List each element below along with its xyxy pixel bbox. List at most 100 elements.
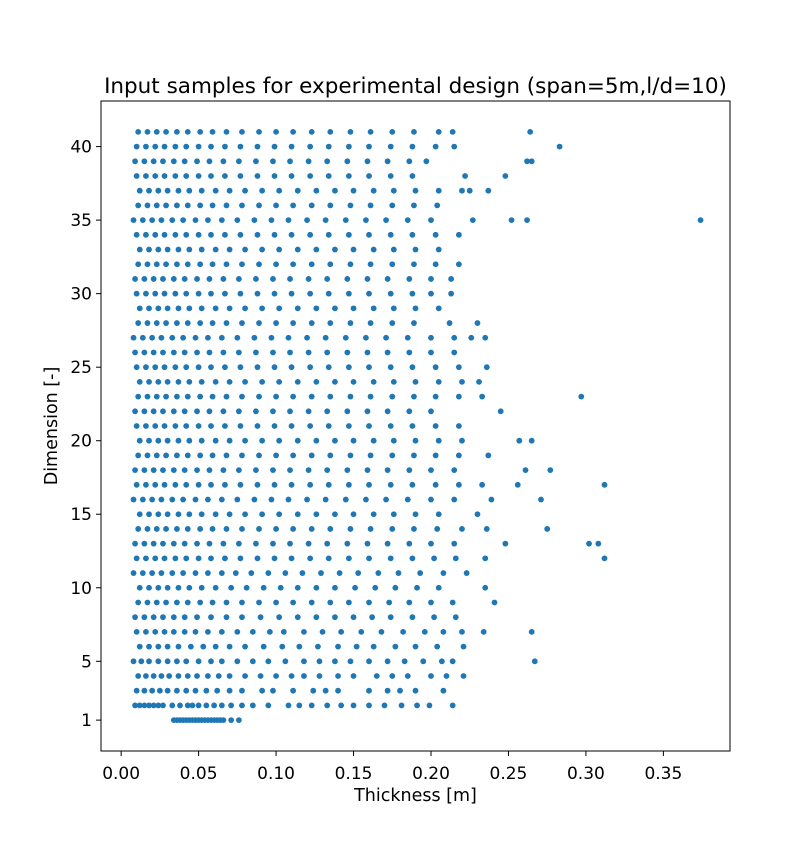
data-point bbox=[595, 540, 602, 547]
data-point bbox=[290, 687, 297, 694]
data-point bbox=[209, 526, 216, 532]
data-point bbox=[287, 276, 293, 282]
plot-area-frame bbox=[100, 100, 731, 752]
data-point bbox=[485, 452, 492, 459]
data-point bbox=[455, 423, 462, 429]
data-point bbox=[276, 378, 283, 385]
data-point bbox=[206, 276, 213, 282]
data-point bbox=[327, 526, 334, 532]
data-point bbox=[133, 481, 140, 488]
data-point bbox=[150, 276, 157, 282]
data-point bbox=[181, 540, 188, 547]
data-point bbox=[156, 687, 163, 694]
data-point bbox=[206, 467, 213, 474]
x-tick-label: 0.15 bbox=[335, 764, 373, 784]
y-tick-label: 5 bbox=[81, 652, 92, 672]
data-point bbox=[288, 364, 295, 371]
data-point bbox=[160, 276, 166, 282]
data-point bbox=[350, 511, 357, 518]
data-point bbox=[135, 526, 142, 532]
data-point bbox=[455, 393, 462, 400]
data-point bbox=[135, 393, 142, 400]
data-point bbox=[287, 349, 293, 356]
data-point bbox=[242, 305, 248, 312]
data-point bbox=[285, 217, 292, 224]
data-point bbox=[438, 658, 445, 665]
data-point bbox=[290, 261, 297, 268]
data-point bbox=[347, 202, 354, 209]
data-point bbox=[206, 408, 213, 415]
data-point bbox=[308, 526, 315, 532]
data-point bbox=[184, 599, 191, 606]
data-point bbox=[184, 702, 191, 709]
data-point bbox=[209, 393, 216, 400]
data-point bbox=[160, 158, 166, 165]
data-point bbox=[150, 673, 157, 679]
data-point bbox=[226, 643, 233, 650]
data-point bbox=[253, 408, 259, 415]
data-point bbox=[150, 540, 157, 547]
data-point bbox=[200, 643, 207, 650]
data-point bbox=[307, 231, 314, 238]
data-point bbox=[155, 437, 162, 444]
data-point bbox=[381, 702, 388, 709]
data-point bbox=[149, 334, 156, 341]
data-point bbox=[282, 570, 289, 576]
data-point bbox=[160, 614, 166, 621]
data-point bbox=[350, 673, 357, 679]
data-point bbox=[411, 261, 417, 268]
data-point bbox=[203, 687, 210, 694]
data-point bbox=[208, 173, 214, 179]
data-point bbox=[387, 614, 394, 621]
data-point bbox=[308, 128, 315, 135]
data-point bbox=[256, 526, 262, 532]
data-point bbox=[601, 555, 608, 562]
data-point bbox=[474, 511, 481, 518]
data-point bbox=[358, 628, 365, 635]
data-point bbox=[174, 202, 180, 209]
data-point bbox=[206, 349, 213, 356]
data-point bbox=[198, 187, 205, 194]
data-point bbox=[143, 673, 149, 679]
data-point bbox=[294, 511, 301, 518]
data-point bbox=[325, 423, 332, 429]
data-point bbox=[253, 276, 259, 282]
data-point bbox=[305, 540, 312, 547]
data-point bbox=[344, 158, 351, 165]
data-point bbox=[223, 452, 230, 459]
data-point bbox=[144, 599, 151, 606]
data-point bbox=[389, 393, 396, 400]
data-point bbox=[141, 540, 148, 547]
data-point bbox=[417, 570, 424, 576]
data-point bbox=[265, 570, 272, 576]
data-point bbox=[370, 187, 377, 194]
data-point bbox=[181, 408, 188, 415]
data-point bbox=[497, 408, 504, 415]
data-point bbox=[223, 320, 230, 326]
data-point bbox=[325, 364, 332, 371]
data-point bbox=[479, 393, 486, 400]
data-point bbox=[222, 173, 228, 179]
data-point bbox=[155, 246, 162, 253]
data-point bbox=[404, 217, 411, 224]
data-point bbox=[308, 320, 315, 326]
data-point bbox=[406, 599, 413, 606]
data-point bbox=[253, 158, 259, 165]
data-point bbox=[175, 305, 182, 312]
data-point bbox=[366, 231, 372, 238]
data-point bbox=[460, 643, 467, 650]
data-point bbox=[187, 643, 194, 650]
y-tick-label: 10 bbox=[70, 579, 92, 599]
data-point bbox=[136, 246, 143, 253]
data-point bbox=[161, 628, 168, 635]
data-point bbox=[347, 128, 354, 135]
data-point bbox=[223, 526, 230, 532]
data-point bbox=[169, 217, 176, 224]
data-point bbox=[152, 231, 159, 238]
data-point bbox=[136, 305, 143, 312]
x-axis-title: Thickness [m] bbox=[353, 786, 477, 806]
data-point bbox=[324, 467, 331, 474]
data-point bbox=[384, 658, 391, 665]
data-point bbox=[455, 231, 462, 238]
data-point bbox=[212, 305, 219, 312]
